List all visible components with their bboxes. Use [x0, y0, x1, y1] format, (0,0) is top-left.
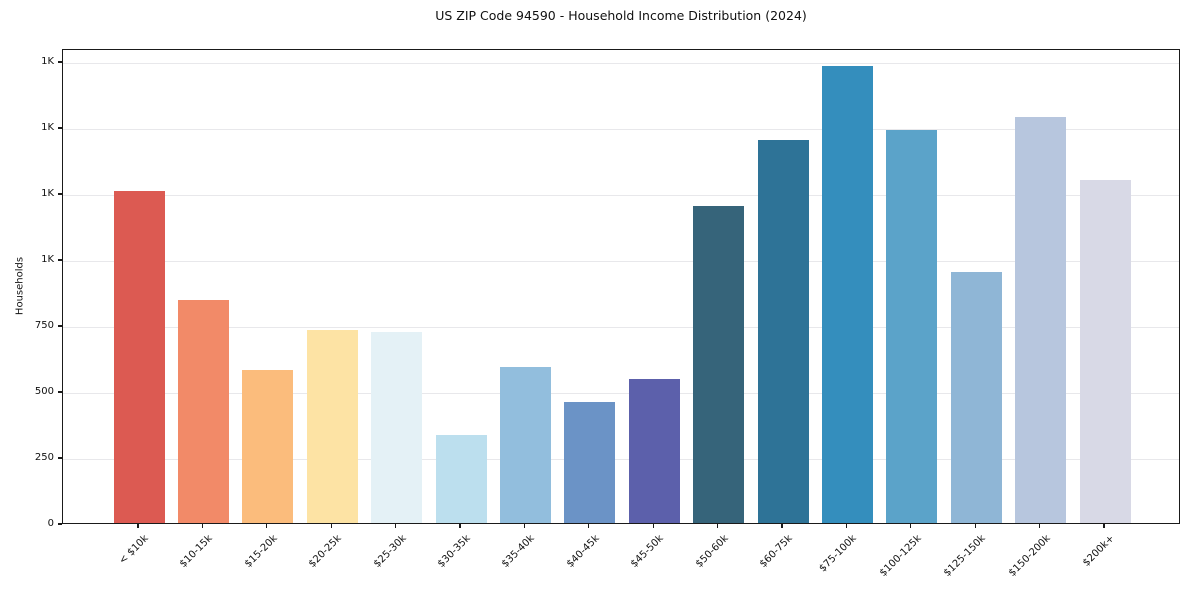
- y-tick-label: 250: [34, 452, 54, 464]
- y-tick-mark: [58, 523, 62, 525]
- x-tick-mark: [137, 524, 139, 528]
- bar: [499, 367, 551, 523]
- x-tick-label: < $10k: [117, 533, 151, 567]
- y-tick-mark: [58, 325, 62, 327]
- bar: [886, 129, 938, 523]
- chart-title: US ZIP Code 94590 - Household Income Dis…: [435, 8, 807, 23]
- bar: [757, 140, 809, 523]
- y-tick-mark: [58, 193, 62, 195]
- x-tick-mark: [781, 524, 783, 528]
- bar: [950, 272, 1002, 523]
- x-tick-mark: [330, 524, 332, 528]
- gridline: [63, 327, 1179, 329]
- y-tick-mark: [58, 127, 62, 129]
- x-tick-mark: [523, 524, 526, 528]
- bar: [564, 401, 616, 523]
- bar: [435, 434, 487, 523]
- y-tick-mark: [58, 61, 62, 63]
- x-tick-mark: [845, 524, 848, 528]
- bar: [113, 190, 165, 523]
- y-tick-label: 500: [34, 386, 54, 398]
- y-tick-label: 1K: [41, 56, 54, 68]
- gridline: [63, 261, 1179, 263]
- bar: [306, 330, 358, 523]
- x-tick-mark: [459, 524, 461, 528]
- bar: [1079, 179, 1131, 523]
- bar: [628, 379, 680, 523]
- y-tick-label: 0: [47, 518, 54, 529]
- bar: [693, 206, 745, 523]
- gridline: [63, 195, 1179, 197]
- y-tick-label: 1K: [41, 122, 54, 134]
- bar: [821, 66, 873, 523]
- x-tick-mark: [716, 524, 719, 528]
- plot-area: [62, 49, 1180, 524]
- bar: [371, 331, 423, 523]
- x-tick-mark: [201, 524, 204, 528]
- x-tick-mark: [974, 524, 976, 528]
- y-tick-label: 1K: [41, 188, 54, 200]
- gridline: [63, 63, 1179, 65]
- gridline: [63, 393, 1179, 395]
- bar: [242, 369, 294, 523]
- gridline: [63, 129, 1179, 131]
- x-tick-mark: [1038, 524, 1041, 528]
- y-tick-mark: [58, 259, 62, 261]
- y-tick-mark: [58, 391, 62, 393]
- x-tick-mark: [266, 524, 268, 528]
- x-tick-mark: [1103, 524, 1105, 528]
- x-tick-mark: [652, 524, 654, 528]
- y-tick-mark: [58, 457, 62, 459]
- gridline: [63, 459, 1179, 461]
- x-tick-mark: [910, 524, 912, 528]
- y-tick-label: 1K: [41, 254, 54, 266]
- x-tick-mark: [394, 524, 397, 528]
- bar: [177, 300, 229, 523]
- x-tick-mark: [588, 524, 590, 528]
- y-tick-label: 750: [34, 320, 54, 332]
- bar: [1015, 116, 1067, 523]
